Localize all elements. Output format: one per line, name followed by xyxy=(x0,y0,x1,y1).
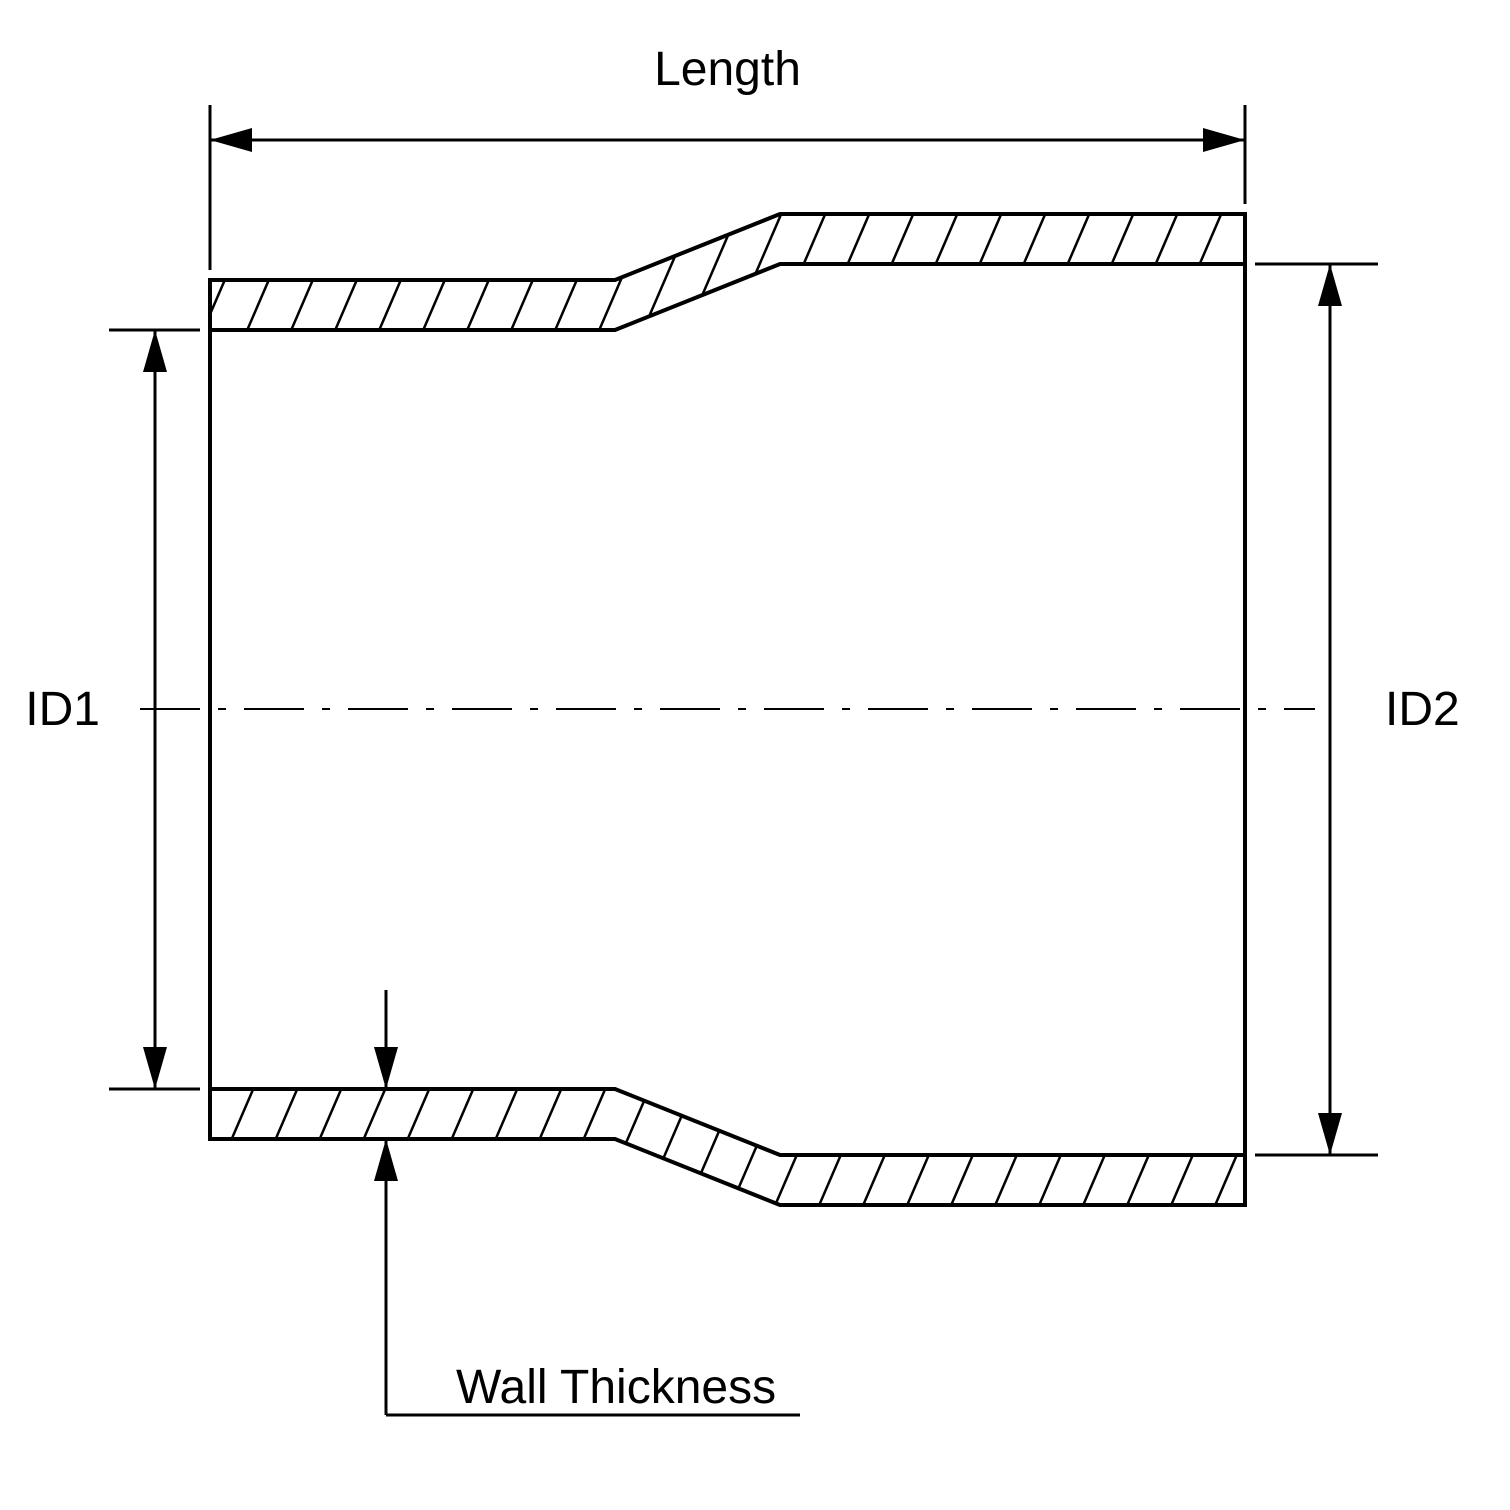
length-label: Length xyxy=(654,43,801,96)
top-wall-section xyxy=(210,214,1245,330)
id2-label: ID2 xyxy=(1385,683,1460,736)
id1-label: ID1 xyxy=(25,683,100,736)
engineering-drawing: Length ID1 ID2 Wall Thickness xyxy=(0,0,1510,1510)
wall-thickness-label: Wall Thickness xyxy=(456,1361,776,1414)
